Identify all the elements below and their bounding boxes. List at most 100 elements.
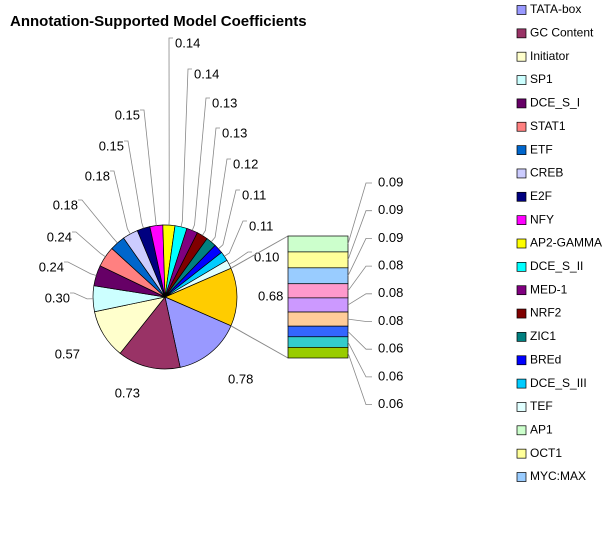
bar-segment — [287, 336, 349, 348]
leader-line — [228, 251, 252, 265]
leader-line — [210, 158, 231, 243]
data-label: 0.73 — [115, 385, 140, 400]
leader-line — [347, 331, 372, 350]
data-label: 0.24 — [47, 229, 72, 244]
legend-swatch — [516, 308, 527, 319]
leader-line — [347, 210, 372, 261]
data-label: 0.09 — [378, 202, 403, 217]
legend-label: BREd — [530, 352, 561, 366]
legend-label: AP2-GAMMA — [530, 236, 602, 250]
legend-swatch — [516, 168, 527, 179]
data-label: 0.06 — [378, 396, 403, 411]
legend-label: E2F — [530, 189, 552, 203]
legend-swatch — [516, 75, 527, 85]
chart-title: Annotation-Supported Model Coefficients — [10, 13, 307, 30]
legend-swatch — [516, 448, 527, 459]
data-label: 0.08 — [378, 313, 403, 328]
leader-line — [70, 292, 94, 300]
legend-label: ZIC1 — [530, 329, 556, 343]
data-label: 0.24 — [39, 259, 64, 274]
legend-swatch — [516, 51, 527, 62]
data-label: 0.11 — [242, 187, 266, 202]
legend-swatch — [516, 262, 527, 272]
bar-segment — [287, 267, 349, 285]
legend-label: OCT1 — [530, 446, 562, 460]
data-label: 0.09 — [378, 230, 403, 245]
leader-line — [218, 189, 240, 250]
data-label: 0.10 — [254, 249, 279, 264]
bar-segment — [287, 311, 349, 327]
leader-line — [347, 341, 372, 378]
legend-label: STAT1 — [530, 119, 566, 133]
data-label: 0.18 — [53, 197, 78, 212]
data-label: 0.18 — [85, 168, 110, 183]
legend-label: DCE_S_III — [530, 376, 587, 390]
data-label: 0.15 — [115, 107, 140, 122]
data-label: 0.78 — [228, 371, 253, 386]
leader-line — [347, 293, 372, 306]
leader-line — [191, 97, 210, 231]
pie-slice — [164, 296, 232, 368]
leader-line — [347, 352, 372, 406]
leader-line — [168, 37, 173, 226]
leader-line — [180, 68, 192, 227]
leader-line — [347, 265, 372, 292]
data-label: 0.12 — [233, 156, 258, 171]
leader-line — [224, 220, 247, 257]
legend-swatch — [516, 355, 527, 366]
legend-label: SP1 — [530, 72, 553, 86]
legend-swatch — [516, 145, 527, 155]
leader-line — [347, 237, 372, 276]
legend-label: Initiator — [530, 49, 569, 63]
legend-swatch — [516, 5, 527, 15]
bar-segment — [287, 297, 349, 313]
data-label: 0.09 — [378, 174, 403, 189]
legend-swatch — [516, 285, 527, 296]
legend-label: ETF — [530, 142, 553, 156]
legend-label: MYC:MAX — [530, 469, 586, 483]
data-label: 0.13 — [212, 95, 237, 110]
legend-label: DCE_S_I — [530, 96, 580, 110]
data-label: 0.13 — [222, 125, 247, 140]
bar-segment — [287, 325, 349, 338]
data-label: 0.57 — [55, 346, 80, 361]
leader-line — [202, 127, 220, 236]
leader-line — [78, 199, 118, 244]
leader-line — [72, 231, 106, 258]
legend-swatch — [516, 215, 527, 225]
legend-label: TATA-box — [530, 2, 581, 16]
data-label: 0.06 — [378, 368, 403, 383]
legend-swatch — [516, 121, 527, 132]
connector — [230, 235, 289, 269]
pie-slice — [119, 296, 181, 370]
legend-label: DCE_S_II — [530, 259, 583, 273]
legend-swatch — [516, 472, 527, 482]
leader-line — [347, 182, 372, 245]
data-label: 0.68 — [258, 288, 283, 303]
legend-label: CREB — [530, 166, 563, 180]
leader-line — [110, 170, 131, 235]
bar-segment — [287, 283, 349, 299]
bar-segment — [287, 251, 349, 269]
leader-line — [140, 109, 157, 226]
legend-swatch — [516, 238, 527, 249]
legend-label: GC Content — [530, 26, 594, 40]
legend-label: TEF — [530, 399, 553, 413]
legend-swatch — [516, 402, 527, 412]
legend-label: NRF2 — [530, 306, 562, 320]
legend-swatch — [516, 98, 527, 109]
data-label: 0.30 — [45, 290, 70, 305]
bar-segment — [287, 347, 349, 359]
data-label: 0.14 — [175, 35, 200, 50]
data-label: 0.14 — [194, 66, 219, 81]
legend-label: AP1 — [530, 422, 553, 436]
legend-swatch — [516, 191, 527, 202]
legend-label: NFY — [530, 212, 554, 226]
connector — [230, 325, 289, 359]
leader-line — [64, 261, 97, 276]
legend-swatch — [516, 332, 527, 342]
leader-line — [347, 318, 372, 322]
legend-swatch — [516, 378, 527, 389]
data-label: 0.06 — [378, 341, 403, 356]
legend-swatch — [516, 425, 527, 436]
